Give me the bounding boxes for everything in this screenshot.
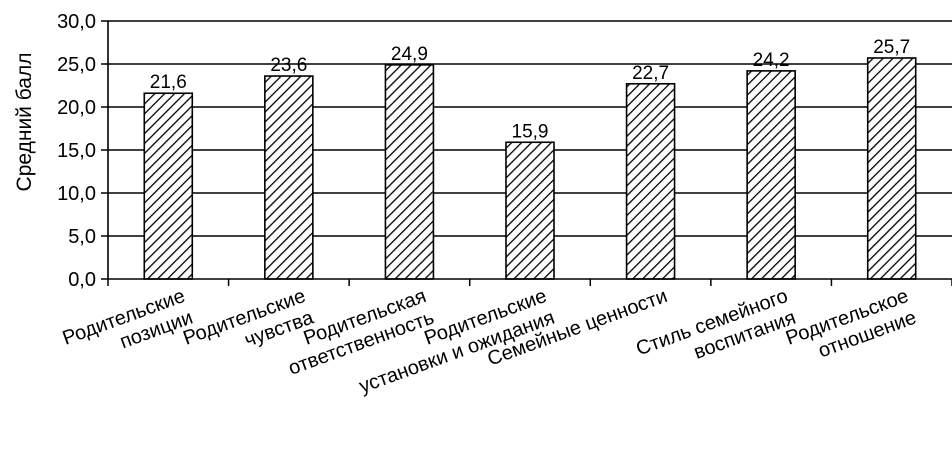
axes: [101, 20, 952, 286]
value-labels: 21,6 23,6 24,9 15,9 22,7 24,2 25,7: [150, 37, 910, 142]
value-label: 15,9: [512, 121, 549, 142]
value-label: 23,6: [270, 55, 307, 76]
x-tick-label: Родительскиепозиции: [60, 285, 196, 371]
y-tick-label: 10,0: [57, 183, 96, 205]
bar: [866, 57, 917, 280]
bar: [143, 92, 194, 280]
y-tick-label: 0,0: [68, 269, 96, 291]
bars: [143, 57, 917, 280]
y-tick-label: 20,0: [57, 97, 96, 119]
bar: [505, 141, 555, 280]
value-label: 21,6: [150, 72, 187, 93]
x-tick-labels: РодительскиепозицииРодительскиечувстваРо…: [60, 285, 920, 398]
bar: [746, 70, 796, 280]
bar: [625, 82, 676, 280]
y-axis-label: Средний балл: [13, 53, 36, 192]
bar: [384, 64, 435, 280]
y-tick-label: 25,0: [57, 54, 96, 76]
value-label: 24,9: [391, 44, 428, 65]
bar: [264, 75, 314, 280]
y-tick-label: 30,0: [57, 11, 96, 33]
value-label: 25,7: [873, 37, 910, 58]
y-tick-label: 15,0: [57, 140, 96, 162]
value-label: 24,2: [753, 50, 790, 71]
y-tick-labels: 0,0 5,0 10,0 15,0 20,0 25,0 30,0: [57, 11, 96, 291]
value-label: 22,7: [632, 63, 669, 84]
y-tick-label: 5,0: [68, 226, 96, 248]
x-tick-label: Родительскоеотношение: [783, 285, 919, 371]
